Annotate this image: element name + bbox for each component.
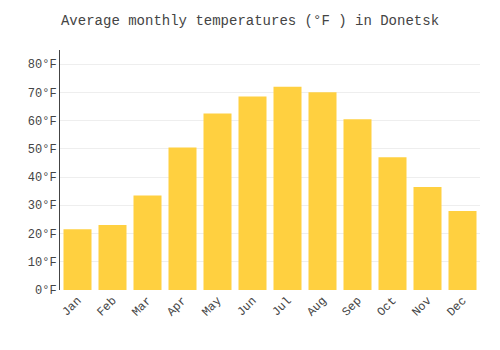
svg-text:80°F: 80°F	[28, 58, 57, 72]
svg-text:Apr: Apr	[164, 294, 189, 319]
svg-text:Nov: Nov	[409, 294, 434, 319]
svg-text:70°F: 70°F	[28, 87, 57, 101]
svg-text:Average monthly temperatures (: Average monthly temperatures (°F ) in Do…	[61, 13, 439, 29]
svg-text:Feb: Feb	[94, 294, 119, 319]
svg-text:50°F: 50°F	[28, 143, 57, 157]
svg-text:0°F: 0°F	[35, 284, 57, 298]
svg-text:May: May	[199, 294, 224, 319]
svg-text:Sep: Sep	[339, 294, 364, 319]
svg-text:20°F: 20°F	[28, 228, 57, 242]
svg-text:40°F: 40°F	[28, 171, 57, 185]
svg-text:Jan: Jan	[59, 294, 84, 319]
svg-text:Dec: Dec	[444, 294, 469, 319]
svg-text:60°F: 60°F	[28, 115, 57, 129]
svg-text:30°F: 30°F	[28, 199, 57, 213]
svg-text:Aug: Aug	[304, 294, 329, 319]
svg-text:Jun: Jun	[234, 294, 259, 319]
svg-text:10°F: 10°F	[28, 256, 57, 270]
svg-text:Mar: Mar	[129, 294, 154, 319]
svg-text:Jul: Jul	[269, 294, 294, 319]
svg-text:Oct: Oct	[374, 294, 399, 319]
